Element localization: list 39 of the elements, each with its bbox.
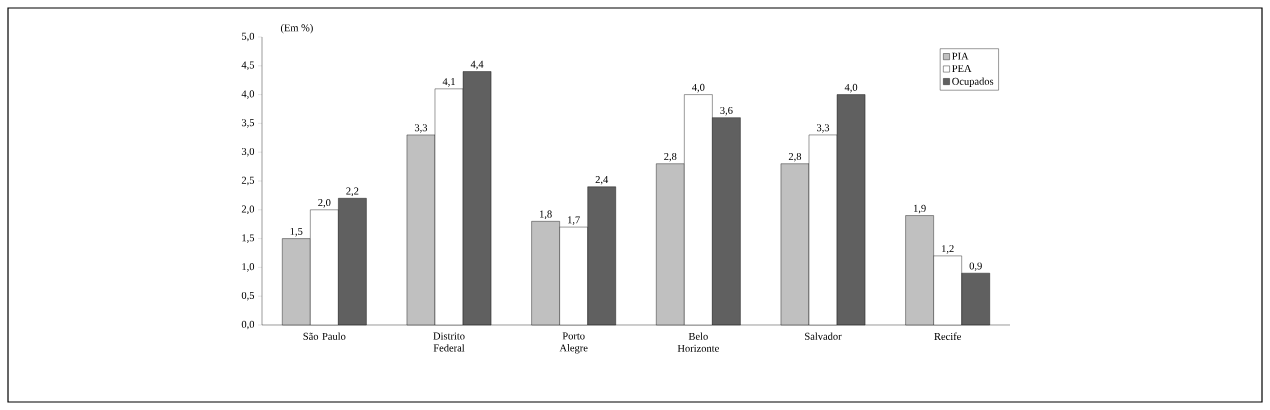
data-label: 1,5 bbox=[290, 227, 303, 237]
data-label: 0,9 bbox=[969, 262, 982, 271]
y-tick-label: 3,5 bbox=[241, 119, 255, 128]
data-label: 1,7 bbox=[568, 216, 580, 225]
data-label: 2,8 bbox=[664, 152, 677, 162]
y-tick-label: 4,5 bbox=[241, 61, 255, 71]
y-tick-label: 0,5 bbox=[241, 291, 255, 301]
data-label: 3,6 bbox=[720, 106, 733, 116]
y-tick-label: 2,0 bbox=[241, 205, 255, 215]
data-label: 4,0 bbox=[692, 83, 705, 93]
x-tick-label: Distrito Federal bbox=[433, 332, 465, 352]
x-tick-label: Porto Alegre bbox=[559, 332, 588, 354]
data-label: 2,8 bbox=[788, 152, 802, 162]
x-tick-label: Recife bbox=[934, 332, 961, 340]
legend-label: PIA bbox=[952, 52, 969, 60]
data-label: 3,3 bbox=[816, 124, 830, 133]
x-tick-label: Salvador bbox=[805, 332, 842, 340]
data-label: 2,2 bbox=[346, 187, 359, 197]
y-tick-label: 1,0 bbox=[242, 263, 255, 272]
y-tick-label: 5,0 bbox=[242, 32, 255, 42]
y-tick-label: 0,0 bbox=[241, 320, 255, 330]
y-tick-label: 1,5 bbox=[242, 234, 255, 243]
data-label: 2,4 bbox=[595, 176, 609, 185]
legend-label: PEA bbox=[952, 65, 972, 72]
legend-label: Ocupados bbox=[952, 77, 994, 87]
data-label: 4,1 bbox=[442, 78, 455, 87]
data-label: 4,0 bbox=[844, 83, 858, 93]
data-label: 4,4 bbox=[470, 60, 484, 70]
data-label: 2,0 bbox=[318, 199, 331, 208]
y-tick-label: 3,0 bbox=[241, 147, 255, 157]
data-label: 1,2 bbox=[942, 245, 954, 254]
x-tick-label: São Paulo bbox=[303, 332, 346, 340]
data-label: 3,3 bbox=[414, 124, 428, 133]
data-label: 1,8 bbox=[540, 210, 552, 220]
y-axis-title: (Em %) bbox=[280, 24, 313, 34]
y-tick-label: 2,5 bbox=[241, 176, 255, 186]
data-label: 1,9 bbox=[914, 204, 926, 214]
y-tick-label: 4,0 bbox=[241, 90, 255, 99]
x-tick-label: Belo Horizonte bbox=[677, 332, 719, 352]
